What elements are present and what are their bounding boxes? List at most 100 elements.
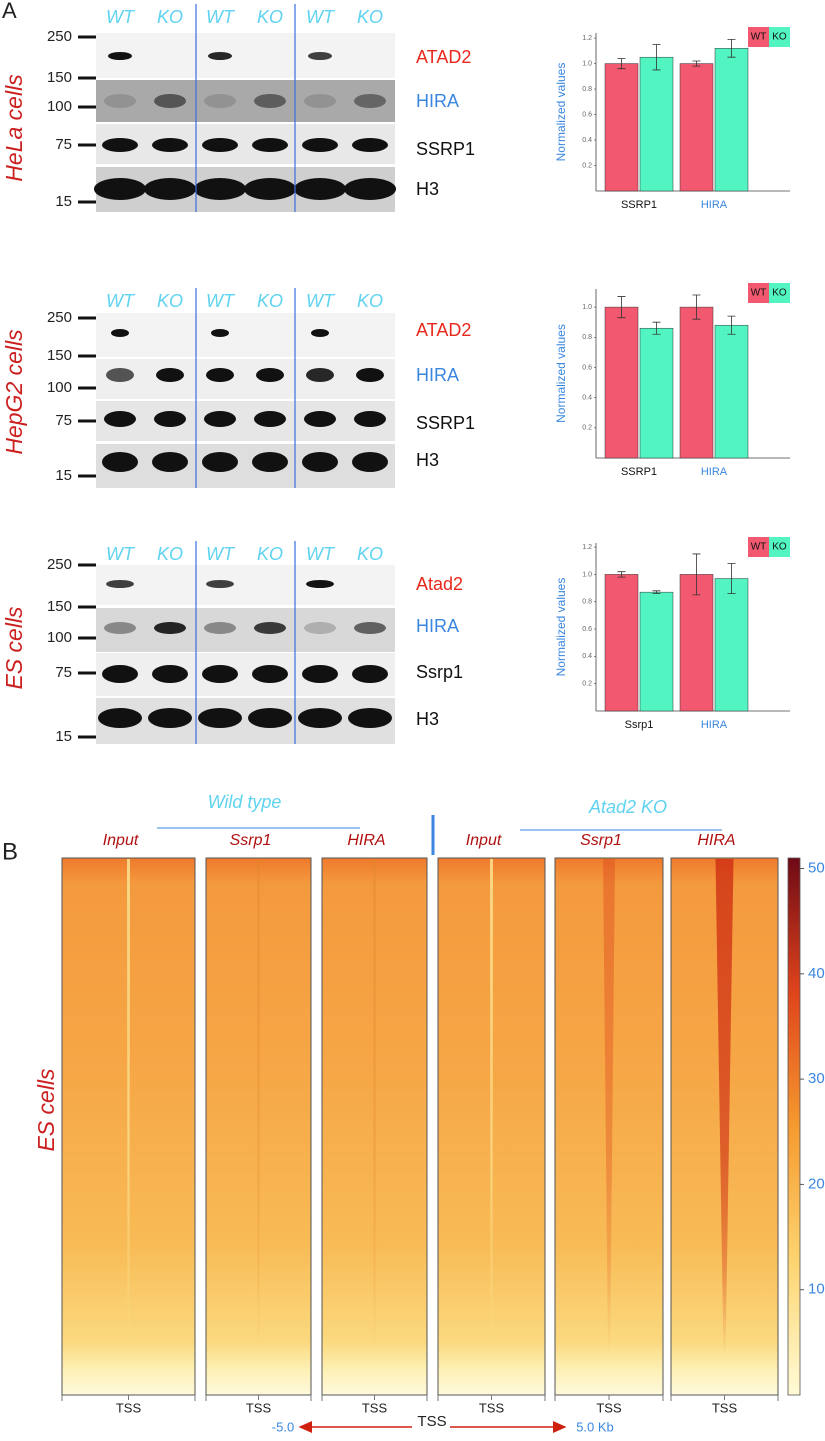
blot-band [294,178,346,200]
blot-band [252,665,288,683]
bar [604,574,639,712]
axis-label: TSS [417,1413,446,1430]
column-axis [205,1395,312,1401]
legend-swatch [748,537,769,557]
lane-label: WT [306,291,336,311]
column-axis-label: TSS [596,1400,622,1415]
marker-label: 15 [55,728,72,745]
column-axis [437,1395,546,1401]
y-tick-label: 0.6 [582,364,592,371]
blot-band [152,452,188,472]
column-axis-label: TSS [479,1400,505,1415]
protein-label: SSRP1 [416,139,475,159]
axis-label: -5.0 [272,1419,294,1434]
blot-band [302,452,338,472]
column-axis [321,1395,428,1401]
y-tick-label: 1.2 [582,544,592,551]
blot-strip [96,313,395,357]
blot-band [202,452,238,472]
colorbar-tick-label: 20 [808,1175,825,1192]
protein-label: Atad2 [416,574,463,594]
legend-label: KO [772,288,787,299]
blot-band [254,411,286,427]
bar [679,306,714,459]
cell-line-label: ES cells [1,606,27,690]
lane-label: KO [157,544,183,564]
column-axis [554,1395,664,1401]
y-tick-label: 0.8 [582,86,592,93]
tss-signal [490,859,493,1355]
error-bar [692,60,701,67]
bar [679,574,714,712]
bar [714,578,749,712]
lane-label: KO [357,291,383,311]
colorbar-tick-label: 50 [808,859,825,876]
cell-line-label: HeLa cells [1,74,27,182]
blot-band [204,411,236,427]
error-bar [617,571,626,578]
marker-label: 15 [55,467,72,484]
lane-label: KO [257,291,283,311]
blot-band [352,665,388,683]
cell-line-label: HepG2 cells [1,329,27,455]
lane-label: WT [106,7,136,27]
blot-band [248,708,292,728]
blot-band [298,708,342,728]
blot-band [354,94,386,108]
y-axis-label: Normalized values [554,578,568,677]
protein-label: HIRA [416,365,459,385]
blot-band [102,665,138,683]
blot-band [252,452,288,472]
blot-band [154,411,186,427]
y-tick-label: 1.0 [582,304,592,311]
protein-label: SSRP1 [416,413,475,433]
blot-band [244,178,296,200]
blot-band [94,178,146,200]
error-bar [727,563,736,594]
blot-band [202,138,238,152]
blot-strip [96,565,395,605]
lane-label: KO [157,7,183,27]
tss-signal [257,859,260,1355]
column-label: Input [466,832,502,849]
legend-label: KO [772,542,787,553]
protein-label: H3 [416,179,439,199]
lane-label: KO [157,291,183,311]
blot-band [102,452,138,472]
blot-band [306,580,334,588]
y-tick-label: 0.4 [582,394,592,401]
panel-label: A [2,0,17,23]
blot-strip [96,444,395,488]
y-tick-label: 0.4 [582,653,592,660]
bar [714,324,749,459]
x-tick-label: SSRP1 [621,466,657,478]
blot-strip [96,401,395,441]
marker-label: 150 [47,69,72,86]
column-label: HIRA [347,832,385,849]
bar [604,306,639,459]
blot-strip [96,359,395,399]
lane-label: KO [257,544,283,564]
group-label: Atad2 KO [588,797,667,817]
lane-label: WT [106,291,136,311]
error-bar [692,294,701,320]
cell-line-label: ES cells [33,1068,59,1152]
bar [604,63,639,192]
blot-band [154,94,186,108]
blot-strip [96,608,395,652]
marker-label: 150 [47,347,72,364]
x-tick-label: SSRP1 [621,199,657,211]
blot-band [144,178,196,200]
lane-label: KO [257,7,283,27]
blot-band [194,178,246,200]
blot-band [206,580,234,588]
marker-label: 100 [47,98,72,115]
blot-band [352,452,388,472]
column-axis-label: TSS [246,1400,272,1415]
lane-label: WT [306,544,336,564]
marker-label: 100 [47,629,72,646]
protein-label: HIRA [416,91,459,111]
blot-band [204,622,236,634]
y-axis-label: Normalized values [554,63,568,162]
blot-band [302,138,338,152]
